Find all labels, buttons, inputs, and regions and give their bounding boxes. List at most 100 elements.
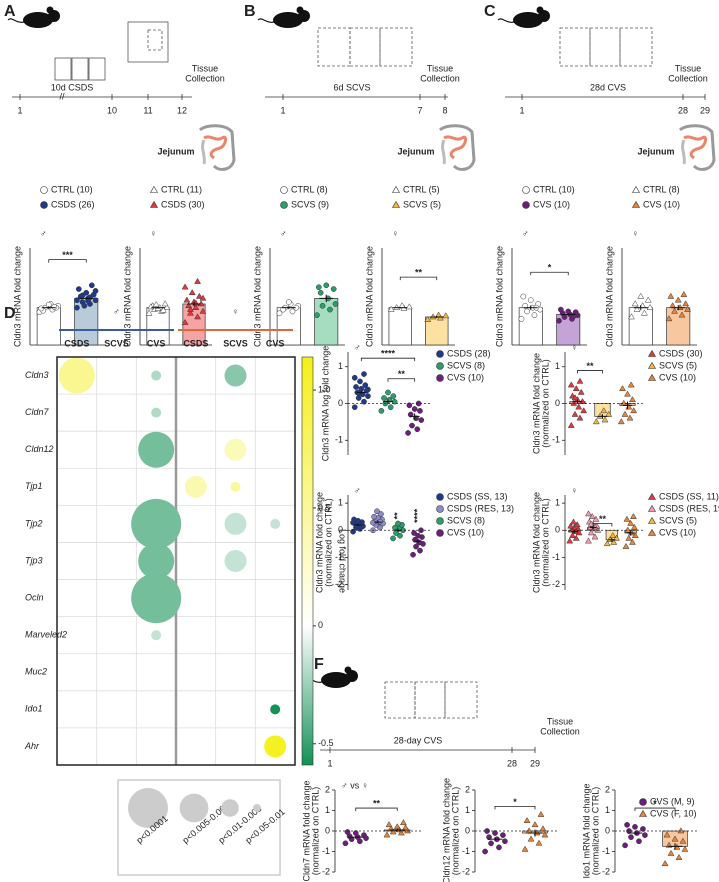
data-point — [74, 297, 80, 304]
significance: ** — [373, 798, 381, 808]
timeline-tick-label: 1 — [280, 105, 285, 115]
size-legend-frame — [117, 779, 281, 876]
data-point — [389, 828, 397, 835]
data-point — [626, 414, 634, 421]
y-tick-label: 1 — [555, 498, 560, 508]
stress-box — [589, 27, 621, 67]
colorbar — [301, 356, 314, 766]
y-axis-label: Ido1 mRNA fold change — [581, 783, 591, 878]
data-point — [502, 838, 508, 845]
intestine — [683, 135, 708, 160]
timeline-tick-label: 8 — [442, 105, 447, 115]
y-tick-label: -2 — [462, 866, 470, 876]
data-point — [357, 522, 363, 529]
data-point — [642, 832, 648, 838]
bubble — [58, 357, 95, 394]
legend-marker — [436, 493, 444, 501]
colorbar-tick-label: 1.0 — [318, 384, 331, 394]
significance: * — [513, 797, 517, 807]
legend-marker — [391, 200, 401, 208]
data-point — [667, 292, 675, 299]
significance: *** — [62, 250, 73, 260]
data-point — [620, 399, 628, 406]
intestine-icon — [438, 124, 476, 171]
stress-box — [127, 21, 169, 63]
data-point — [567, 522, 575, 529]
significance-bracket — [360, 357, 416, 362]
data-point — [163, 303, 171, 310]
bubble — [138, 543, 175, 579]
y-axis-label: Cldn3 mRNA fold change — [122, 246, 132, 347]
data-point — [674, 296, 682, 303]
y-tick-label: 2 — [325, 784, 330, 794]
legend-label: CSDS (28) — [447, 348, 491, 358]
legend-marker — [149, 185, 159, 193]
y-axis-label: Cldn3 mRNA fold change — [314, 492, 324, 593]
data-point — [577, 388, 585, 395]
row-label: Ocln — [25, 592, 44, 602]
data-point — [186, 309, 194, 316]
bubble — [151, 630, 162, 641]
row-label: Tjp3 — [25, 555, 43, 565]
bubble — [131, 498, 182, 549]
data-point — [276, 310, 283, 317]
y-axis-label: (normalized on CTRL) — [310, 787, 320, 876]
column-label: SCVS — [223, 338, 248, 348]
bubble — [230, 481, 241, 492]
data-point — [361, 398, 367, 405]
panel-label: C — [484, 3, 496, 20]
data-point — [522, 302, 529, 309]
mouse-tail — [7, 18, 25, 23]
intestine — [443, 135, 468, 160]
legend-marker — [149, 200, 159, 208]
bubble — [131, 573, 182, 624]
row-label: Ido1 — [25, 704, 43, 714]
legend-marker — [631, 200, 641, 208]
column-label: CVS — [147, 338, 166, 348]
intestine — [681, 139, 686, 165]
data-point — [370, 519, 376, 526]
significance-bracket — [592, 523, 613, 527]
bubble — [151, 407, 162, 418]
data-point — [414, 426, 421, 433]
y-axis-label: Cldn3 mRNA log fold change — [320, 346, 330, 462]
significance: ** — [415, 267, 423, 277]
data-point — [617, 418, 625, 425]
data-point — [624, 822, 630, 828]
data-point — [641, 309, 648, 316]
data-point — [383, 831, 391, 838]
data-point — [667, 849, 675, 856]
data-point — [570, 399, 578, 406]
mouse-ear — [46, 6, 54, 14]
y-tick-label: 0 — [338, 525, 343, 535]
data-point — [406, 402, 413, 409]
y-axis-label: Cldn3 mRNA fold change — [531, 353, 541, 454]
data-point — [531, 821, 539, 828]
legend-marker — [40, 186, 48, 194]
row-label: Cldn12 — [25, 444, 54, 454]
legend-marker — [436, 517, 444, 525]
data-point — [280, 306, 287, 313]
data-point — [393, 823, 401, 830]
y-tick-label: 0 — [605, 825, 610, 835]
data-point — [609, 532, 617, 538]
legend-label: CVS (10) — [533, 199, 570, 209]
data-point — [374, 508, 380, 515]
data-point — [410, 551, 416, 558]
y-tick-label: -1 — [335, 552, 343, 562]
significance-bracket — [494, 806, 536, 810]
mouse-icon — [7, 6, 60, 28]
row-label: Cldn7 — [25, 407, 50, 417]
data-point — [636, 838, 642, 845]
y-axis-label: (normalized on CTRL) — [450, 787, 460, 876]
data-point — [51, 304, 58, 310]
stress-box — [414, 681, 446, 719]
legend-label: CTRL (8) — [291, 184, 328, 194]
data-point — [442, 312, 450, 319]
data-point — [413, 543, 419, 550]
intestine-icon — [678, 124, 716, 171]
sex-symbol: ♀ — [392, 228, 399, 238]
data-point — [183, 296, 191, 303]
legend-label: CVS (M, 9) — [650, 796, 695, 806]
significance-bracket — [634, 807, 676, 812]
